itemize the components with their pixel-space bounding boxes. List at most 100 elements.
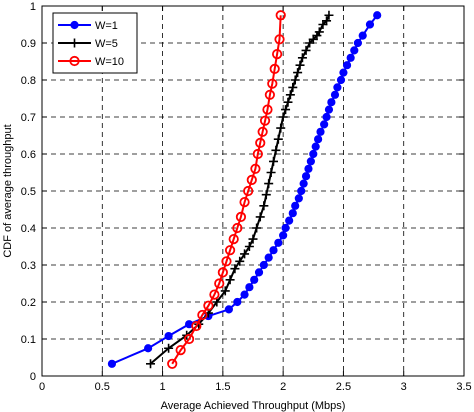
data-point	[285, 216, 294, 225]
data-point	[333, 83, 342, 92]
data-point	[240, 249, 250, 259]
data-point	[322, 112, 331, 122]
y-axis-label: CDF of average throughput	[2, 124, 14, 257]
data-point	[273, 134, 283, 144]
data-point	[252, 223, 262, 233]
data-point	[267, 78, 278, 89]
legend-marker	[70, 38, 79, 48]
series-W=1	[107, 11, 382, 368]
data-point	[255, 212, 265, 222]
data-point	[214, 278, 225, 289]
data-point	[268, 156, 278, 166]
x-tick-label: 2.5	[336, 381, 351, 393]
data-point	[336, 75, 346, 85]
series-W=5	[146, 10, 334, 369]
data-point	[144, 344, 153, 353]
data-point	[191, 320, 202, 332]
data-point	[290, 75, 300, 85]
data-point	[248, 234, 258, 244]
data-point	[330, 90, 340, 99]
data-point	[228, 234, 239, 245]
data-point	[342, 61, 352, 70]
data-point	[272, 48, 283, 60]
data-point	[274, 238, 283, 247]
x-tick-label: 1	[160, 381, 166, 393]
data-point	[281, 223, 290, 233]
y-tick-label: 0.9	[21, 38, 36, 50]
data-point	[224, 305, 233, 314]
data-point	[225, 275, 235, 285]
data-point	[301, 172, 311, 181]
data-point	[288, 209, 297, 218]
data-point	[259, 201, 269, 211]
y-tick-label: 0.7	[21, 112, 36, 124]
data-point	[295, 60, 305, 70]
data-point	[244, 242, 254, 251]
data-point	[259, 260, 268, 270]
data-point	[230, 264, 240, 274]
data-point	[314, 135, 323, 144]
data-point	[271, 145, 281, 155]
data-point	[164, 331, 173, 341]
data-point	[264, 253, 273, 262]
data-point	[235, 211, 247, 222]
data-point	[346, 53, 355, 62]
data-point	[299, 179, 308, 188]
data-point	[314, 27, 324, 37]
data-point	[339, 68, 348, 77]
data-point	[291, 201, 300, 210]
data-point	[373, 11, 382, 20]
data-point	[285, 90, 295, 100]
series-layer	[107, 10, 382, 369]
data-point	[281, 105, 291, 115]
data-point	[167, 358, 178, 369]
x-tick-label: 3.5	[456, 381, 471, 393]
data-point	[316, 127, 325, 136]
data-point	[197, 309, 208, 321]
data-point	[327, 98, 336, 107]
data-point	[269, 246, 278, 255]
data-point	[257, 126, 268, 137]
data-point	[311, 142, 320, 151]
y-tick-label: 1	[30, 1, 36, 13]
data-point	[274, 34, 285, 45]
y-tick-label: 0.8	[21, 75, 36, 87]
data-point	[107, 359, 117, 368]
x-tick-label: 0	[39, 381, 45, 393]
data-point	[266, 168, 276, 177]
data-point	[324, 10, 334, 20]
y-tick-label: 0.5	[21, 186, 36, 198]
x-axis-label: Average Achieved Throughput (Mbps)	[161, 400, 346, 412]
data-point	[164, 343, 174, 353]
y-tick-label: 0.4	[21, 223, 36, 235]
data-point	[250, 275, 259, 284]
data-point	[240, 290, 249, 299]
data-point	[252, 148, 263, 160]
legend-label: W=1	[95, 20, 118, 32]
y-tick-label: 0.2	[21, 297, 36, 309]
data-point	[235, 256, 245, 266]
data-point	[324, 105, 334, 114]
data-point	[209, 289, 220, 300]
legend-marker	[70, 20, 79, 30]
data-point	[243, 185, 254, 197]
data-point	[250, 163, 261, 174]
data-point	[358, 31, 367, 40]
data-point	[365, 20, 375, 29]
data-point	[183, 333, 195, 345]
series-line	[149, 14, 330, 365]
data-point	[264, 89, 275, 100]
x-tick-label: 1.5	[215, 381, 230, 393]
data-point	[232, 222, 243, 234]
data-point	[175, 344, 186, 356]
data-point	[279, 231, 288, 240]
data-point	[261, 190, 271, 200]
data-point	[309, 149, 318, 159]
legend-marker	[69, 55, 80, 67]
data-point	[255, 137, 266, 148]
data-point	[224, 245, 236, 256]
data-point	[301, 45, 311, 55]
data-point	[278, 112, 288, 122]
data-point	[220, 286, 230, 296]
